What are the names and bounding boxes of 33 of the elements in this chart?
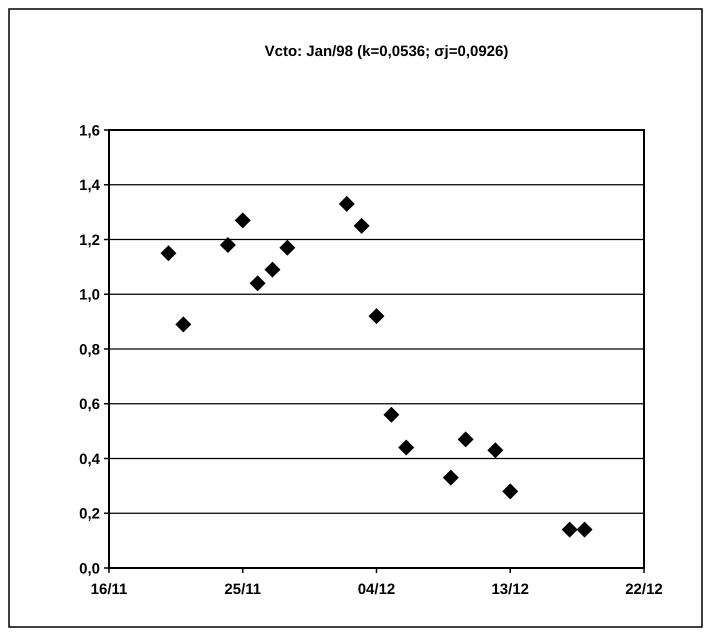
chart-title: Vcto: Jan/98 (k=0,0536; σj=0,0926) — [264, 43, 508, 60]
y-tick-label: 1,2 — [79, 232, 100, 249]
point — [502, 483, 518, 500]
point — [175, 316, 192, 332]
x-tick-label: 22/12 — [625, 581, 663, 598]
x-tick-label: 16/11 — [90, 581, 128, 598]
point — [264, 262, 280, 278]
y-tick-label: 0,6 — [79, 396, 100, 413]
point — [562, 522, 578, 538]
point — [220, 236, 236, 253]
point — [458, 431, 474, 448]
point — [354, 218, 370, 234]
y-tick-label: 0,8 — [79, 341, 100, 358]
x-tick-label: 13/12 — [491, 581, 530, 598]
point — [398, 440, 414, 456]
point — [160, 245, 176, 262]
point — [442, 470, 459, 486]
point — [250, 275, 266, 292]
point — [487, 442, 504, 458]
y-tick-label: 0,2 — [79, 506, 100, 522]
point — [338, 196, 355, 212]
x-tick-label: 04/12 — [358, 581, 396, 598]
y-tick-label: 1,6 — [79, 122, 100, 140]
y-tick-label: 1,4 — [79, 177, 101, 194]
y-tick-label: 0,0 — [79, 560, 100, 578]
point — [368, 308, 384, 324]
x-tick-label: 25/11 — [224, 581, 262, 598]
point — [234, 212, 251, 228]
point — [279, 240, 296, 256]
y-tick-label: 1,0 — [79, 286, 100, 304]
y-tick-label: 0,4 — [79, 450, 101, 468]
point — [383, 406, 400, 423]
point — [576, 522, 593, 538]
